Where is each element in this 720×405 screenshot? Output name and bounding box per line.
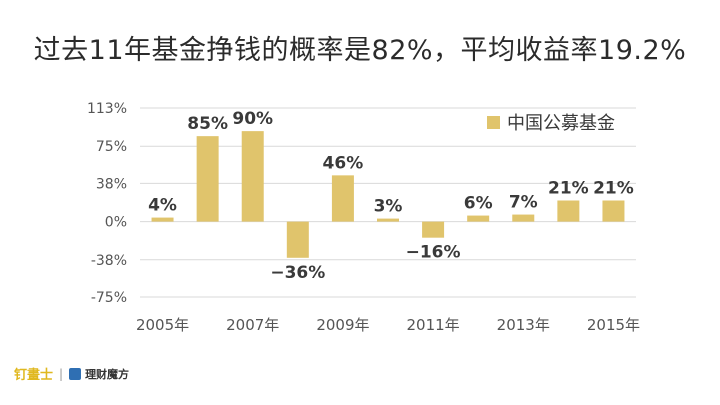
bar: [151, 217, 174, 222]
chart-title: 过去11年基金挣钱的概率是82%，平均收益率19.2%: [33, 35, 687, 66]
footer-separator: |: [59, 366, 64, 381]
footer-brand-secondary: 理财魔方: [85, 367, 130, 381]
bar-data-label: 46%: [323, 153, 364, 173]
bar: [377, 218, 399, 222]
bar: [196, 136, 219, 222]
bar: [331, 175, 354, 222]
x-tick-label: 2005年: [136, 316, 189, 334]
y-tick-label: 113%: [87, 101, 127, 117]
y-tick-label: 75%: [96, 139, 127, 155]
x-tick-label: 2015年: [587, 316, 640, 334]
magic-cube-logo-icon: [69, 367, 82, 380]
bar-data-label: −16%: [406, 243, 461, 263]
bar-data-label: 21%: [548, 178, 589, 198]
y-tick-label: 0%: [105, 215, 127, 231]
x-tick-label: 2007年: [226, 316, 279, 334]
bar: [422, 221, 445, 238]
bar: [557, 200, 580, 222]
y-tick-label: -75%: [91, 290, 127, 306]
bar-data-label: 21%: [593, 178, 634, 198]
legend-label: 中国公募基金: [507, 113, 615, 134]
bar: [241, 131, 264, 222]
bar-data-label: 6%: [464, 194, 493, 214]
bar-data-label: 85%: [187, 114, 228, 134]
x-tick-label: 2013年: [497, 316, 550, 334]
y-tick-label: -38%: [91, 253, 127, 269]
bar-data-label: 3%: [374, 197, 403, 217]
footer: 钉畫士 | 理财魔方: [14, 364, 130, 384]
bar-data-label: 4%: [148, 196, 177, 216]
bar: [512, 214, 535, 222]
bars: [151, 131, 625, 258]
legend-swatch: [487, 116, 500, 129]
bar: [286, 221, 309, 258]
x-tick-label: 2011年: [406, 316, 459, 334]
bar-data-label: 7%: [509, 193, 538, 213]
y-axis-tick-labels: 113% 75% 38% 0% -38% -75%: [87, 101, 127, 306]
legend: 中国公募基金: [487, 113, 615, 134]
y-tick-label: 38%: [96, 176, 127, 192]
bar: [602, 200, 625, 222]
bar-data-label: 90%: [232, 109, 273, 129]
bar: [467, 215, 490, 222]
footer-brand-primary: 钉畫士: [14, 368, 54, 383]
bar-data-labels: 4% 85% 90% −36% 46% 3% −16% 6% 7% 21% 21%: [148, 109, 634, 283]
x-axis-tick-labels: 2005年 2007年 2009年 2011年 2013年 2015年: [136, 316, 640, 334]
bar-data-label: −36%: [270, 263, 325, 283]
x-tick-label: 2009年: [316, 316, 369, 334]
